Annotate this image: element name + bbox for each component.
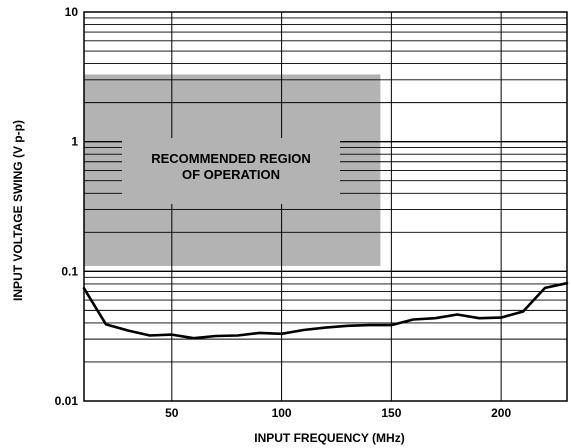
y-tick-label: 0.01 bbox=[55, 394, 79, 408]
region-label-backdrop bbox=[122, 138, 340, 204]
region-label-line-2: OF OPERATION bbox=[182, 167, 280, 182]
series-line-1 bbox=[82, 281, 569, 340]
region-label-line-1: RECOMMENDED REGION bbox=[151, 151, 311, 166]
x-tick-label: 100 bbox=[272, 406, 292, 420]
series-layer bbox=[82, 281, 569, 340]
y-tick-label: 1 bbox=[71, 135, 78, 149]
x-tick-label: 50 bbox=[165, 406, 179, 420]
region-label-backdrop-layer bbox=[122, 138, 340, 204]
tick-label-layer: 50 100 150 200 0.01 0.1 1 10 bbox=[55, 5, 512, 420]
x-tick-label: 200 bbox=[491, 406, 511, 420]
y-tick-label: 0.1 bbox=[61, 264, 78, 278]
x-axis-label: INPUT FREQUENCY (MHz) bbox=[254, 431, 404, 445]
x-tick-label: 150 bbox=[381, 406, 401, 420]
y-axis-label: INPUT VOLTAGE SWING (V p-p) bbox=[11, 120, 25, 301]
y-tick-label: 10 bbox=[65, 5, 79, 19]
plot-frame bbox=[83, 11, 568, 402]
